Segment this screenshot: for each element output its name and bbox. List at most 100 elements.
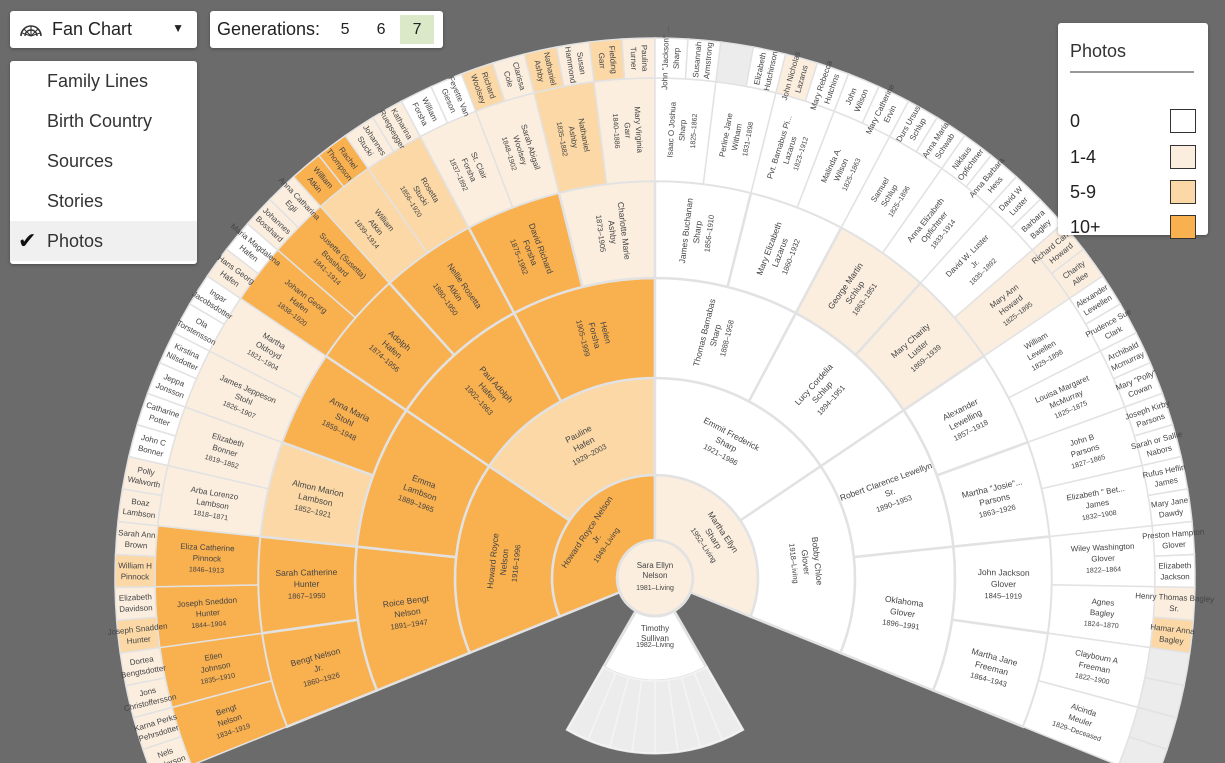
ancestor-cell[interactable]: ElizabethDavidson (114, 585, 158, 622)
ancestor-wedge[interactable] (353, 545, 472, 693)
ancestor-cell[interactable]: DorteaBengtsdotter (118, 646, 167, 687)
ancestor-cell[interactable]: ClarissaCole (491, 53, 535, 103)
ancestor-cell[interactable]: KirstinaNilsdotter (158, 331, 211, 380)
ancestor-cell[interactable]: Sarah AnnBrown (114, 520, 159, 557)
menu-item-sources[interactable]: Sources (47, 151, 114, 171)
ancestor-cell[interactable]: Mary AnnHoward1825–1895 (953, 248, 1071, 358)
ancestor-wedge[interactable] (1153, 553, 1196, 589)
ancestor-cell[interactable]: SusanHammond (555, 41, 595, 88)
chevron-down-icon: ▼ (172, 21, 184, 35)
legend-label: 10+ (1070, 217, 1101, 237)
ancestor-cell[interactable]: Sarah CatherineHunter1867–1950 (256, 535, 360, 635)
ancestor-label: Roice BengtNelson1891–1947 (382, 593, 433, 632)
ancestor-wedge[interactable] (838, 545, 957, 693)
menu-item-photos[interactable]: ✔ Photos (10, 221, 197, 261)
legend-item: 10+ (1070, 215, 1196, 239)
legend-swatch (1170, 109, 1196, 133)
chart-type-dropdown[interactable]: Fan Chart ▼ (10, 11, 197, 48)
ancestor-cell[interactable]: EmmaLambson1889–1965 (355, 408, 491, 559)
view-menu: Family Lines Birth Country Sources Stori… (10, 61, 197, 264)
ancestor-cell[interactable]: Feyette VanGieson (430, 72, 477, 125)
legend-item: 5-9 (1070, 180, 1196, 204)
ancestor-cell[interactable]: Preston HamptonGlover (1142, 520, 1206, 557)
ancestor-cell[interactable]: Karna PerksPehrsdotter (132, 706, 182, 751)
ancestor-cell[interactable]: Wiley WashingtonGlover1822–1864 (1049, 524, 1156, 588)
ancestor-wedge[interactable] (114, 553, 157, 589)
ancestor-cell[interactable]: Anna ElizabethOpfichtner1833–1914 (881, 167, 991, 285)
ancestor-cell[interactable]: Claybourn AFreeman1822–1900 (1037, 632, 1151, 709)
ancestor-cell[interactable]: RachelThompson (317, 134, 370, 188)
ancestor-cell[interactable]: William HPinnock (114, 553, 157, 589)
ancestor-cell[interactable]: Elizabeth " Bet...James1832–1908 (1040, 464, 1154, 538)
ancestor-cell[interactable]: Sarah or SallieNabors (1130, 423, 1186, 467)
generation-ring-3: Roice BengtNelson1891–1947 EmmaLambson188… (353, 276, 957, 693)
ancestor-cell[interactable]: NathanielAshby (523, 46, 565, 94)
ancestor-cell[interactable] (1118, 735, 1169, 763)
ancestor-cell[interactable]: JohannesBosshard (246, 198, 300, 252)
ancestor-cell[interactable]: BoazLambson (117, 488, 163, 527)
ancestor-cell[interactable]: AlcindaMeuler1829–Deceased (1022, 679, 1139, 763)
ancestor-cell[interactable]: WilliamAtkin (292, 154, 345, 208)
ancestor-label: Isaac O JoshuaSharp 1825–1862 (665, 101, 699, 159)
ancestor-cell[interactable]: OlaTorstensson (172, 302, 226, 353)
ancestor-cell[interactable]: ElizabethJackson (1153, 553, 1196, 589)
ancestor-cell[interactable]: John BParsons1827–1865 (1027, 406, 1144, 490)
ancestor-cell[interactable]: Malinda A.Wilson1825–1863 (796, 110, 891, 229)
ancestor-cell[interactable]: ArchibaldMcmurray (1099, 331, 1152, 380)
ancestor-cell[interactable]: PollyWalworth (121, 455, 169, 497)
ancestor-label: PaulinaTurner (629, 45, 650, 73)
ancestor-label: Eliza CatherinePinnock1846–1913 (179, 542, 235, 575)
ancestor-cell[interactable]: RichardWoolsey (460, 62, 506, 113)
ancestor-cell[interactable]: Hamar AnnaBagley (1149, 616, 1196, 655)
ancestor-cell[interactable]: Mary ElizabethLazarus1860–1932 (726, 191, 844, 315)
ancestor-cell[interactable]: Henry Thomas BagleySr. (1134, 585, 1214, 622)
generation-option-5[interactable]: 5 (340, 21, 350, 38)
ancestor-cell[interactable]: Bobby ChloeGlover1918–Living (738, 464, 857, 655)
ancestor-cell[interactable]: FieldingGarr (588, 38, 626, 83)
ancestor-cell[interactable]: CatharinePotter (136, 392, 187, 437)
checkmark-icon: ✔ (18, 228, 37, 253)
generations-selector: Generations: 5 6 7 (210, 11, 443, 48)
ancestor-cell[interactable]: Joseph SnaddenHunter (107, 616, 169, 655)
ancestor-cell[interactable]: John CBonner (127, 423, 177, 467)
ancestor-cell[interactable]: ElizabethHutchinson (745, 46, 787, 94)
menu-item-birth-country[interactable]: Birth Country (47, 111, 153, 131)
ancestor-cell[interactable]: NathanielAshby1835–1882 (533, 80, 608, 194)
ancestor-cell[interactable]: Lucy CordeliaSchlup1894–1951 (747, 311, 906, 468)
legend-title: Photos (1070, 41, 1127, 61)
ancestor-cell[interactable]: Rufus HeflinJames (1141, 455, 1189, 497)
ancestor-cell[interactable]: David W. LusterJr.1835–1892 (919, 205, 1034, 319)
ancestor-label: FieldingGarr (596, 45, 618, 75)
ancestor-cell[interactable]: John NicholasLazarus (775, 51, 819, 105)
ancestor-cell[interactable]: John JacksonGlover1845–1919 (950, 535, 1054, 635)
ancestor-cell[interactable]: Roice BengtNelson1891–1947 (353, 545, 472, 693)
ancestor-wedge[interactable] (1118, 735, 1169, 763)
ancestor-cell[interactable]: OklahomaGlover1896–1991 (838, 545, 957, 693)
ancestor-cell[interactable]: Arba LorenzoLambson1818–1871 (156, 464, 270, 538)
ancestor-cell[interactable]: Joseph KirbyParsons (1124, 392, 1174, 437)
ancestor-cell[interactable]: PaulinaTurner (621, 37, 656, 80)
menu-item-stories[interactable]: Stories (47, 191, 104, 211)
ancestor-cell[interactable]: Martha JaneFreeman1864–1943 (931, 618, 1050, 729)
generation-option-7[interactable]: 7 (400, 15, 435, 44)
ancestor-cell[interactable]: MarthaOldroyd1821–1904 (208, 297, 327, 399)
ancestor-cell[interactable]: Charlotte MarieAshby1873–1905 (557, 179, 657, 289)
menu-item-family-lines[interactable]: Family Lines (47, 71, 149, 91)
ancestor-cell[interactable]: Robert Clarence LewellynSr.1890–1953 (819, 408, 955, 559)
ancestor-cell[interactable]: SusannahArmstrong (684, 38, 722, 83)
ancestor-cell[interactable]: David WLuster (988, 175, 1042, 229)
ancestor-cell[interactable]: Mary JaneDawdy (1147, 488, 1193, 527)
ancestor-cell[interactable]: JohannesStucki (344, 116, 395, 170)
ancestor-cell[interactable]: David RichardForsha1875–1962 (466, 191, 584, 315)
ancestor-cell[interactable]: SamuelSchlup1825–1896 (840, 135, 943, 254)
ancestor-cell[interactable]: Isaac O JoshuaSharp 1825–1862 (654, 77, 717, 185)
ancestor-cell[interactable]: Martha "Josie"...Parsons1863–1926 (935, 440, 1052, 549)
ancestor-cell[interactable]: Anna MariaStohl1859–1948 (280, 354, 409, 477)
generations-label: Generations: (217, 19, 321, 39)
ancestor-cell[interactable]: Mary RebeccaHutchins (804, 59, 850, 115)
chart-type-label: Fan Chart (52, 19, 133, 39)
ancestor-label: Sarah CatherineHunter1867–1950 (275, 567, 338, 601)
generation-option-6[interactable]: 6 (376, 21, 386, 38)
